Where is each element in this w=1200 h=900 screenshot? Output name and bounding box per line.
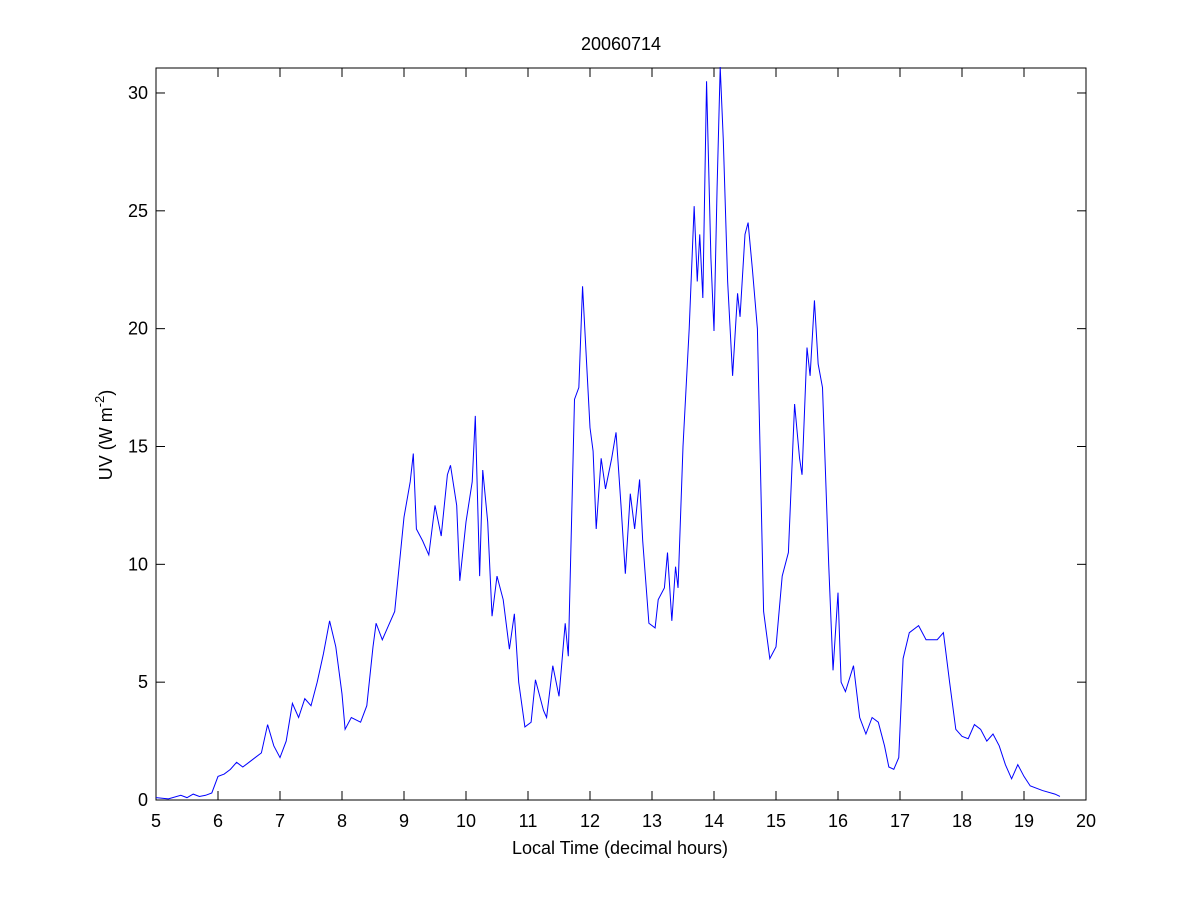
x-tick-label: 6 [213,811,223,831]
plot-frame [155,67,1087,801]
x-tick-label: 5 [151,811,161,831]
y-tick-label: 5 [138,672,148,692]
x-axis-label: Local Time (decimal hours) [512,838,728,858]
x-tick-label: 13 [642,811,662,831]
y-tick-label: 25 [128,201,148,221]
y-label-text: UV (W m [96,407,116,480]
y-tick-label: 30 [128,83,148,103]
y-label-superscript: -2 [92,396,107,408]
x-tick-label: 19 [1014,811,1034,831]
x-tick-label: 7 [275,811,285,831]
y-tick-label: 20 [128,319,148,339]
x-tick-label: 20 [1076,811,1096,831]
x-tick-label: 16 [828,811,848,831]
y-tick-label: 15 [128,436,148,456]
y-axis-label: UV (W m-2) [92,390,116,481]
x-tick-label: 12 [580,811,600,831]
y-tick-label: 10 [128,554,148,574]
x-tick-label: 15 [766,811,786,831]
x-tick-label: 14 [704,811,724,831]
x-tick-label: 9 [399,811,409,831]
x-tick-label: 11 [519,811,538,831]
y-label-suffix: ) [96,390,116,396]
x-tick-label: 17 [890,811,910,831]
data-line [155,67,1061,800]
x-tick-label: 18 [952,811,972,831]
y-tick-label: 0 [138,790,148,810]
x-tick-label: 10 [456,811,476,831]
chart-title: 20060714 [581,34,661,54]
x-tick-label: 8 [337,811,347,831]
